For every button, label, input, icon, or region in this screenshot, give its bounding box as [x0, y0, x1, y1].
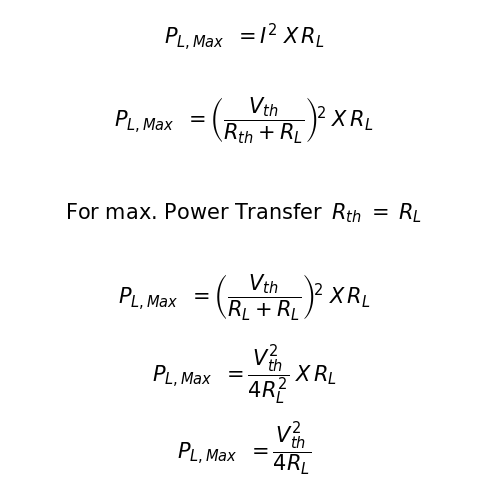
Text: $P_{L,Max}\;\; = I^2\; X\, R_L$: $P_{L,Max}\;\; = I^2\; X\, R_L$ [163, 21, 325, 53]
Text: $P_{L,Max}\;\; = \left(\dfrac{V_{th}}{R_{th} + R_L}\right)^{\!2}\; X\, R_L$: $P_{L,Max}\;\; = \left(\dfrac{V_{th}}{R_… [114, 95, 374, 145]
Text: $P_{L,Max}\;\; = \dfrac{V_{th}^2}{4R_L}$: $P_{L,Max}\;\; = \dfrac{V_{th}^2}{4R_L}$ [177, 421, 311, 478]
Text: $\text{For max. Power Transfer }\, R_{th}\; = \; R_L$: $\text{For max. Power Transfer }\, R_{th… [65, 202, 423, 225]
Text: $P_{L,Max}\;\; = \left(\dfrac{V_{th}}{R_L + R_L}\right)^{\!2}\; X\, R_L$: $P_{L,Max}\;\; = \left(\dfrac{V_{th}}{R_… [118, 272, 370, 322]
Text: $P_{L,Max}\;\; = \dfrac{V_{th}^2}{4R_L^2}\; X\, R_L$: $P_{L,Max}\;\; = \dfrac{V_{th}^2}{4R_L^2… [152, 344, 336, 407]
